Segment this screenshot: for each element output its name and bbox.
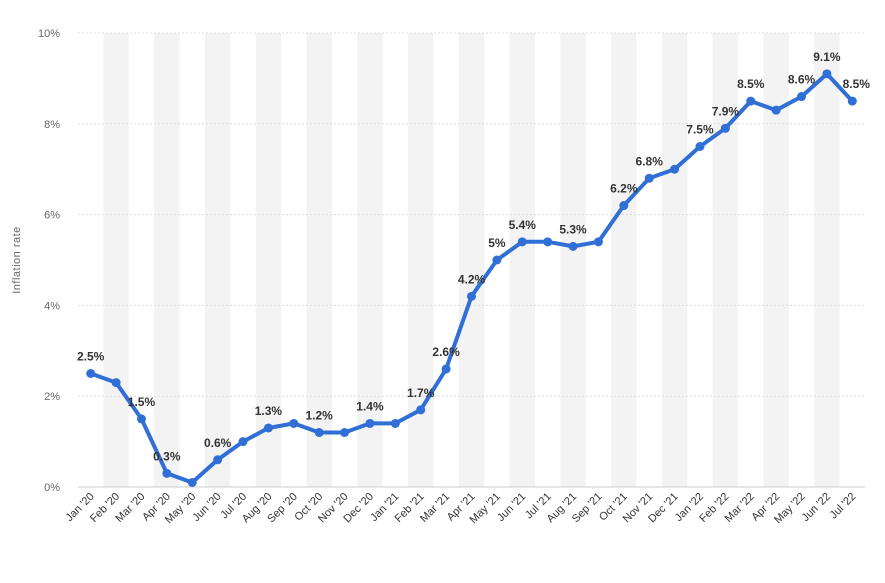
data-point[interactable]	[238, 437, 248, 447]
data-point[interactable]	[492, 255, 502, 265]
data-labels: 2.5% 1.5% 0.3% 0.6% 1.3% 1.2% 1.4% 1.7% 2.6% 4.2%…	[77, 50, 870, 464]
data-point[interactable]	[771, 105, 781, 115]
data-point[interactable]	[213, 455, 223, 465]
data-label: 1.4%	[356, 399, 384, 413]
data-point[interactable]	[720, 123, 730, 133]
x-tick-label: Jul '22	[828, 491, 859, 522]
data-point[interactable]	[86, 369, 96, 378]
data-point[interactable]	[162, 468, 172, 478]
data-label: 1.5%	[128, 395, 156, 409]
data-label: 8.5%	[843, 77, 871, 91]
column-band	[306, 33, 332, 487]
data-point[interactable]	[289, 418, 299, 428]
data-point[interactable]	[365, 418, 375, 428]
data-point[interactable]	[263, 423, 273, 433]
column-band	[103, 33, 129, 487]
x-tick-label: Jun '22	[800, 491, 833, 524]
data-point[interactable]	[543, 237, 553, 247]
data-label: 6.2%	[610, 182, 638, 196]
column-band	[712, 33, 739, 487]
data-label: 4.2%	[458, 272, 486, 286]
data-point[interactable]	[136, 414, 146, 424]
grid-lines	[78, 32, 865, 488]
data-point[interactable]	[644, 173, 654, 183]
y-tick-label: 0%	[44, 482, 60, 494]
data-label: 0.6%	[204, 436, 232, 450]
data-point[interactable]	[340, 428, 350, 438]
data-point[interactable]	[568, 241, 578, 251]
y-axis-label: Inflation rate	[11, 226, 23, 294]
data-label: 1.3%	[255, 404, 283, 418]
data-points	[86, 69, 857, 487]
data-point[interactable]	[111, 378, 121, 388]
column-band	[509, 33, 535, 487]
data-point[interactable]	[416, 405, 426, 415]
data-point[interactable]	[187, 477, 197, 487]
data-label: 7.5%	[686, 123, 714, 137]
data-point[interactable]	[517, 237, 527, 247]
data-point[interactable]	[593, 237, 603, 247]
data-point[interactable]	[746, 96, 756, 106]
column-band	[408, 33, 434, 487]
column-band	[814, 33, 840, 487]
data-point[interactable]	[390, 418, 400, 428]
y-tick-label: 2%	[44, 391, 60, 403]
data-point[interactable]	[822, 69, 832, 79]
data-label: 5%	[488, 236, 506, 250]
data-label: 7.9%	[712, 104, 740, 118]
column-band	[560, 33, 586, 487]
y-tick-label: 10%	[38, 28, 60, 40]
data-point[interactable]	[441, 364, 451, 374]
data-point[interactable]	[619, 201, 629, 211]
x-tick-label: Jun '20	[190, 491, 223, 524]
data-label: 1.7%	[407, 386, 435, 400]
data-point[interactable]	[314, 428, 324, 438]
data-point[interactable]	[670, 164, 680, 174]
column-band	[204, 33, 231, 487]
column-band	[357, 33, 383, 487]
data-label: 2.5%	[77, 350, 105, 364]
column-bands	[103, 33, 840, 487]
y-axis-ticks: 0% 2% 4% 6% 8% 10%	[38, 28, 60, 494]
y-tick-label: 4%	[44, 300, 60, 312]
column-band	[458, 33, 485, 487]
data-label: 1.2%	[305, 409, 333, 423]
column-band	[255, 33, 282, 487]
column-band	[611, 33, 637, 487]
y-tick-label: 8%	[44, 119, 60, 131]
y-tick-label: 6%	[44, 210, 60, 222]
data-point[interactable]	[847, 96, 857, 106]
data-label: 0.3%	[153, 449, 181, 463]
data-label: 5.4%	[509, 218, 537, 232]
data-label: 5.3%	[559, 222, 587, 236]
data-label: 8.6%	[788, 73, 816, 87]
x-tick-label: Jun '21	[495, 491, 528, 524]
column-band	[154, 33, 180, 487]
data-label: 6.8%	[636, 154, 664, 168]
column-band	[661, 33, 688, 487]
data-label: 8.5%	[737, 77, 765, 91]
data-point[interactable]	[797, 92, 807, 102]
column-band	[763, 33, 789, 487]
data-point[interactable]	[467, 291, 476, 301]
data-label: 9.1%	[813, 50, 841, 64]
data-point[interactable]	[695, 142, 705, 151]
data-label: 2.6%	[432, 345, 460, 359]
